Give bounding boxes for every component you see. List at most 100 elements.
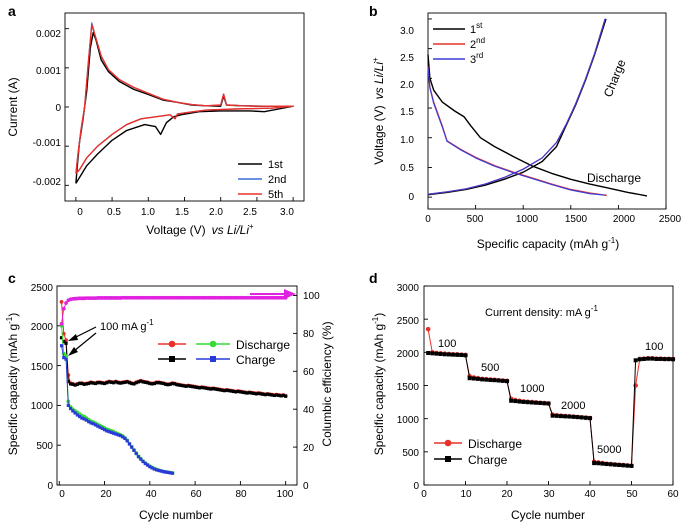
data-point [157,381,161,385]
data-point [136,380,141,384]
data-point [567,414,572,419]
data-point [89,381,93,385]
panel-a-xtick: 2.0 [209,207,223,218]
panel-d-xtick: 20 [501,489,513,500]
panel-d-ylabel: Specific capacity (mAh g-1) [371,313,386,456]
data-point [143,461,147,466]
data-point [114,432,118,436]
data-point [141,459,145,464]
panel-d-xtick: 30 [543,489,555,500]
data-point [61,331,66,336]
data-point [134,451,138,456]
data-point [136,455,141,459]
data-point [164,470,168,474]
series-3rd-discharge-line [427,67,607,196]
data-point [109,430,113,435]
data-point [139,457,143,461]
data-point [114,380,118,384]
panel-b: b 0 500 1000 1500 2000 2500 0 0.5 1.0 1.… [369,3,682,251]
panel-a-plot-frame [64,12,305,202]
data-point [430,351,435,356]
data-point [525,400,530,405]
panel-b-ticks: 0 500 1000 1500 2000 2500 0 0.5 1.0 1.5 … [400,26,681,225]
data-point [451,352,456,357]
data-point [157,468,161,473]
data-point [252,391,256,396]
data-point [78,381,82,386]
data-point [145,463,150,467]
panel-c-ytick: 500 [36,441,53,452]
legend-label-1st: 1st [268,159,283,171]
data-point [127,442,132,446]
data-point [247,391,252,395]
annotation-arrow [73,332,97,352]
data-point [93,423,98,427]
panel-a-ytick: -0.001 [33,138,62,149]
panel-c-y2label: Columbic efficiency (%) [320,321,334,446]
data-point [241,390,245,394]
panel-c: c 0 20 40 60 80 100 0 500 1000 1500 2000… [5,270,334,522]
panel-a-xtick: 1.5 [175,207,189,218]
data-point [73,383,77,387]
data-point [268,393,272,397]
data-point [509,398,514,403]
legend-marker-charge-blue [210,356,216,362]
data-point [62,340,66,344]
data-point [96,381,100,385]
panel-c-rate-annotation: 100 mA g-1 [100,318,154,333]
data-point [575,415,580,420]
data-point [87,420,91,424]
data-point [558,414,563,419]
data-point [130,381,134,386]
data-point [671,357,675,362]
data-point [68,406,73,411]
legend-marker-discharge-green [209,340,217,348]
data-point [654,356,659,361]
data-point [596,461,601,466]
panel-b-xtick: 500 [467,214,484,225]
data-point [213,387,218,391]
series-3rd-charge-line [427,18,606,195]
panel-c-ytick: 1500 [31,362,54,373]
data-point [204,386,209,390]
panel-d-series [423,285,676,486]
data-point [71,382,75,386]
data-point [148,465,152,469]
data-point [112,381,116,385]
data-point [542,401,547,406]
rate-label: 5000 [597,444,621,456]
panel-d: d 0 10 20 30 40 50 60 0 500 1000 1500 20… [369,270,679,522]
data-point [633,358,638,363]
data-point [554,413,559,418]
series-1st-charge-line [427,18,607,196]
panel-d-current-density-annotation: Current density: mA g-1 [485,304,598,319]
data-point [116,381,120,385]
data-point [218,388,222,392]
panel-b-series [427,18,667,209]
data-point [155,468,159,472]
panel-c-ytick: 2500 [31,283,54,294]
panel-b-ytick: 1.0 [400,135,414,146]
panel-b-plot-frame [427,12,667,210]
data-point [59,344,64,348]
data-point [170,471,175,475]
panel-c-xtick: 100 [277,489,294,500]
panel-b-ytick: 0 [408,192,414,203]
series-1st-discharge-line [427,54,648,197]
legend-label-charge: Charge [236,353,276,367]
data-point [195,385,199,390]
data-point [186,384,190,388]
data-point [173,382,177,386]
data-point [150,382,154,386]
data-point [492,378,497,383]
panel-b-ytick: 3.0 [400,26,414,37]
legend-label-2nd: 2nd [470,36,485,51]
data-point [200,385,204,390]
legend-marker-charge [445,456,451,462]
data-point [265,392,270,396]
panel-b-xtick: 0 [425,214,431,225]
data-point [256,391,261,396]
legend-marker-discharge [444,439,452,447]
data-point [150,466,154,470]
data-point [608,462,613,467]
